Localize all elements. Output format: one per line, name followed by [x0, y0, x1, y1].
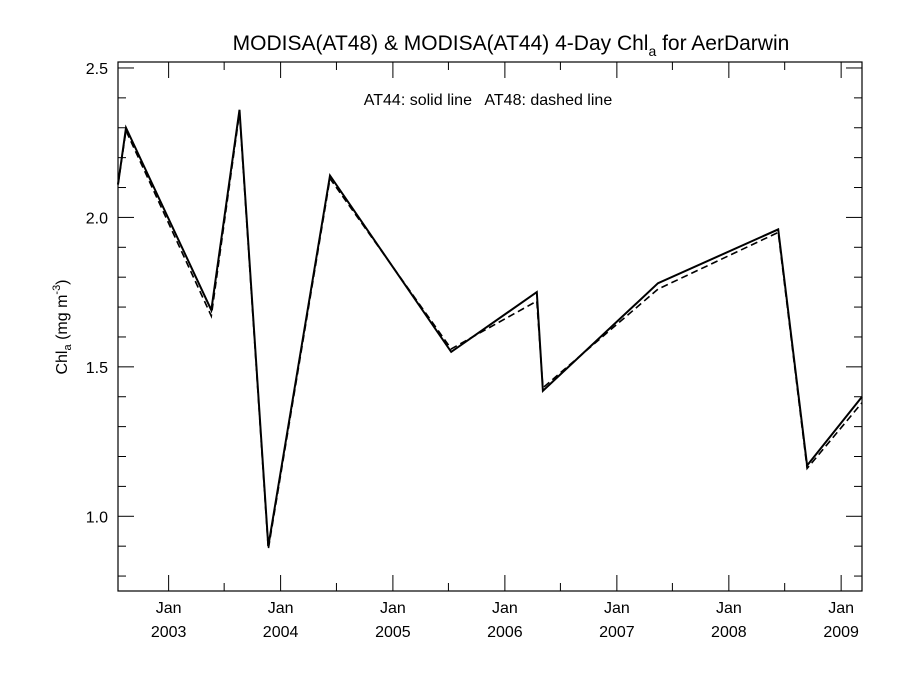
y-tick-label: 2.5: [86, 61, 108, 78]
chart-title-subscript: a: [648, 43, 656, 59]
x-tick-year-label: 2004: [263, 624, 299, 641]
y-axis-label-units-close: ): [54, 279, 71, 284]
series-line-at44: [117, 109, 863, 547]
chart-title-main: MODISA(AT48) & MODISA(AT44) 4-Day Chl: [233, 32, 649, 55]
legend-annotation: AT44: solid line AT48: dashed line: [364, 92, 613, 109]
plot-frame: [117, 61, 863, 592]
y-axis-label-units-superscript: -3: [51, 285, 63, 295]
series-layer: [117, 109, 863, 550]
axes: 1.0 1.5 2.0 2.5 Jan 2003 Jan 2004 Jan 2005 Jan 2006…: [86, 61, 863, 641]
x-tick-year-label: 2006: [487, 624, 523, 641]
chart-title-suffix: for AerDarwin: [656, 32, 789, 55]
y-axis-label-main: Chl: [54, 351, 71, 375]
y-axis-label: Chla (mg m-3): [51, 279, 74, 374]
x-tick-month-label: Jan: [380, 600, 406, 617]
y-axis-label-units: (mg m: [54, 295, 71, 345]
x-tick-year-label: 2005: [375, 624, 411, 641]
x-tick-month-label: Jan: [268, 600, 294, 617]
x-tick-year-label: 2008: [711, 624, 747, 641]
x-tick-month-label: Jan: [716, 600, 742, 617]
x-tick-year-label: 2003: [151, 624, 187, 641]
y-tick-label: 2.0: [86, 210, 108, 227]
x-tick-month-label: Jan: [156, 600, 182, 617]
y-tick-label: 1.0: [86, 509, 108, 526]
chart-title: MODISA(AT48) & MODISA(AT44) 4-Day Chla f…: [233, 32, 790, 59]
x-tick-year-label: 2009: [823, 624, 859, 641]
x-tick-year-label: 2007: [599, 624, 635, 641]
series-line-at48: [117, 112, 863, 550]
x-tick-month-label: Jan: [604, 600, 630, 617]
x-tick-month-label: Jan: [828, 600, 854, 617]
x-tick-month-label: Jan: [492, 600, 518, 617]
y-axis-label-subscript: a: [62, 344, 74, 351]
y-tick-label: 1.5: [86, 360, 108, 377]
